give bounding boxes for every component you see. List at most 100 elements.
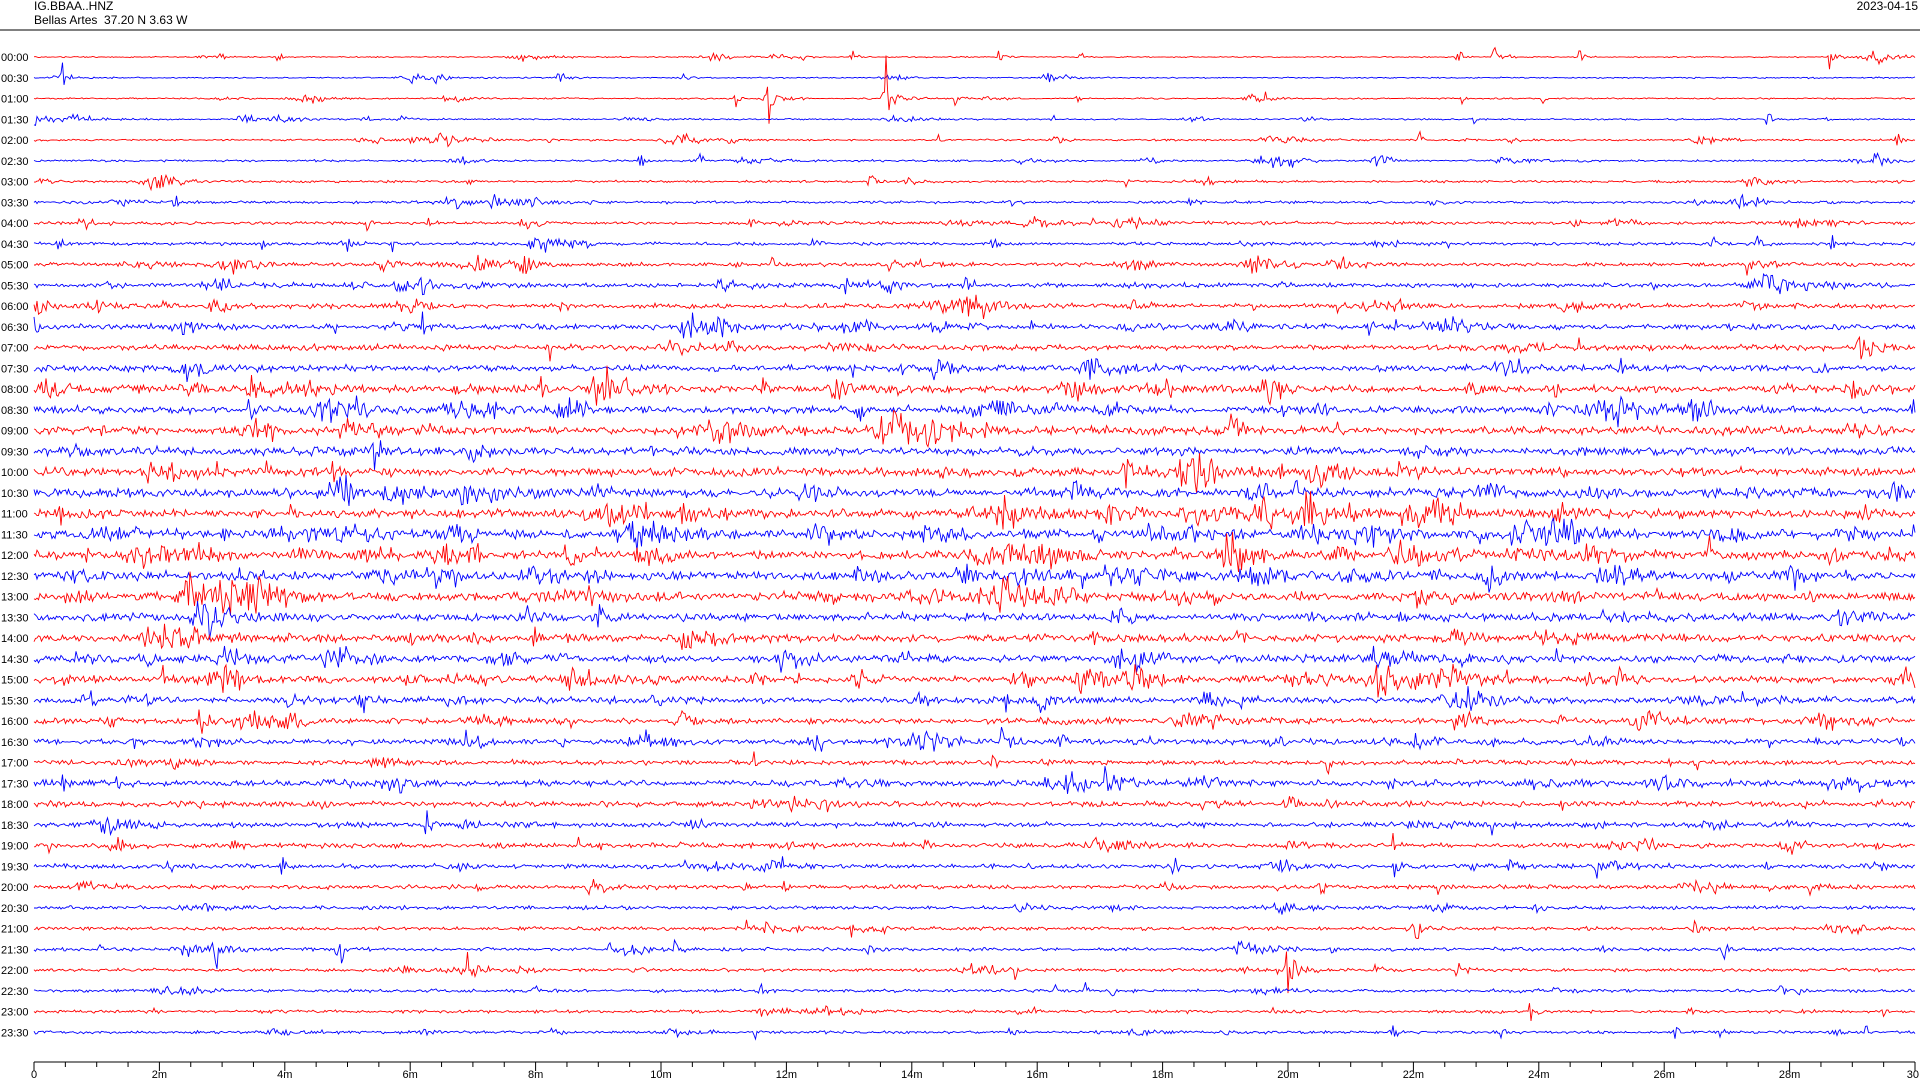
seismic-trace-0230 (33, 151, 1916, 169)
x-tick-label: 6m (403, 1069, 418, 1080)
row-time-label: 11:30 (1, 529, 28, 541)
row-time-label: 08:30 (1, 405, 29, 417)
seismic-trace-1700 (33, 751, 1916, 776)
seismic-trace-0930 (33, 440, 1916, 470)
row-time-label: 17:00 (1, 758, 29, 770)
seismic-trace-0330 (33, 193, 1916, 210)
row-time-label: 18:30 (1, 820, 29, 832)
row-time-label: 16:30 (1, 737, 29, 749)
row-time-label: 21:00 (1, 924, 29, 936)
row-time-label: 06:30 (1, 322, 29, 334)
seismic-trace-1430 (33, 645, 1916, 673)
seismic-trace-1800 (33, 795, 1916, 814)
row-time-label: 18:00 (1, 799, 29, 811)
seismic-trace-1400 (33, 623, 1916, 650)
seismic-trace-1730 (33, 766, 1916, 794)
row-time-label: 09:00 (1, 426, 29, 438)
seismic-trace-0400 (33, 216, 1916, 232)
row-time-label: 04:30 (1, 239, 29, 251)
seismic-trace-2330 (33, 1025, 1916, 1041)
row-time-label: 22:30 (1, 986, 29, 998)
row-label-group: 00:00 00:30 01:00 01:30 02:00 02:30 03:00 03:30… (1, 52, 29, 1039)
seismic-trace-0900 (33, 409, 1916, 449)
seismic-trace-0000 (33, 46, 1916, 70)
seismic-trace-2300 (33, 1003, 1916, 1021)
seismic-trace-1930 (33, 856, 1916, 879)
row-time-label: 07:30 (1, 363, 29, 375)
seismic-trace-0700 (33, 335, 1916, 362)
seismic-trace-0430 (33, 235, 1916, 253)
seismic-trace-1830 (33, 810, 1916, 837)
x-tick-label: 4m (277, 1069, 292, 1080)
seismic-trace-0600 (33, 294, 1916, 319)
seismic-trace-0130 (33, 113, 1916, 127)
seismic-trace-0530 (33, 273, 1916, 296)
row-time-label: 16:00 (1, 716, 29, 728)
seismic-trace-0200 (33, 130, 1916, 148)
row-time-label: 19:00 (1, 841, 29, 853)
x-tick-label: 28m (1779, 1069, 1800, 1080)
seismic-trace-1530 (33, 686, 1916, 714)
row-time-label: 08:00 (1, 384, 29, 396)
row-time-label: 09:30 (1, 446, 29, 458)
seismic-trace-0500 (34, 254, 1916, 276)
seismic-trace-2100 (33, 919, 1916, 939)
row-time-label: 13:30 (1, 612, 29, 624)
row-time-label: 07:00 (1, 343, 29, 355)
seismic-trace-0800 (33, 365, 1916, 406)
seismic-trace-1300 (33, 571, 1916, 616)
row-time-label: 04:00 (1, 218, 29, 230)
seismic-trace-1130 (33, 517, 1916, 552)
row-time-label: 14:00 (1, 633, 29, 645)
x-axis: 0 2m 4m 6m 8m 10m 12m 14m 16m 18m 20m 22m 24m 26m 28m 3… (0, 29, 1920, 1080)
row-time-label: 06:00 (1, 301, 29, 313)
row-time-label: 12:00 (1, 550, 29, 562)
seismic-trace-1200 (33, 531, 1916, 573)
seismic-trace-0100 (33, 55, 1915, 124)
seismic-trace-0630 (33, 311, 1916, 339)
row-time-label: 05:30 (1, 280, 29, 292)
row-time-label: 03:30 (1, 197, 29, 209)
row-time-label: 14:30 (1, 654, 29, 666)
record-date: 2023-04-15 (1856, 0, 1918, 13)
row-time-label: 23:30 (1, 1027, 29, 1039)
x-tick-label: 18m (1152, 1069, 1173, 1080)
seismic-trace-1600 (33, 709, 1916, 734)
station-code: IG.BBAA..HNZ (34, 0, 114, 13)
row-time-label: 02:00 (1, 135, 29, 147)
trace-group (33, 46, 1916, 1041)
seismic-trace-1630 (33, 726, 1916, 752)
row-time-label: 05:00 (1, 260, 29, 272)
seismic-trace-1030 (33, 474, 1916, 507)
seismic-trace-2000 (33, 878, 1916, 897)
seismic-trace-2230 (33, 982, 1916, 997)
row-time-label: 10:00 (1, 467, 29, 479)
seismic-trace-1230 (33, 563, 1916, 593)
row-time-label: 15:00 (1, 675, 29, 687)
seismic-trace-1500 (33, 663, 1916, 698)
row-time-label: 00:30 (1, 73, 29, 85)
station-location: Bellas Artes 37.20 N 3.63 W (34, 13, 188, 27)
row-time-label: 11:00 (1, 509, 28, 521)
x-tick-label: 0 (31, 1069, 37, 1080)
seismic-trace-0300 (34, 174, 1915, 192)
x-tick-label: 22m (1403, 1069, 1424, 1080)
seismic-trace-1000 (33, 453, 1916, 493)
seismic-trace-1100 (33, 491, 1916, 530)
row-time-label: 12:30 (1, 571, 29, 583)
x-tick-label: 24m (1528, 1069, 1549, 1080)
row-time-label: 23:00 (1, 1007, 29, 1019)
seismic-trace-0830 (33, 395, 1916, 428)
row-time-label: 20:30 (1, 903, 29, 915)
x-tick-label: 2m (152, 1069, 167, 1080)
x-tick-label: 30 (1907, 1069, 1919, 1080)
seismic-trace-1900 (33, 832, 1916, 855)
x-tick-label: 10m (650, 1069, 671, 1080)
x-tick-label: 16m (1026, 1069, 1047, 1080)
row-time-label: 01:00 (1, 94, 29, 106)
x-tick-label: 20m (1277, 1069, 1298, 1080)
row-time-label: 01:30 (1, 114, 29, 126)
seismic-trace-1330 (33, 600, 1916, 640)
x-tick-label: 12m (776, 1069, 797, 1080)
